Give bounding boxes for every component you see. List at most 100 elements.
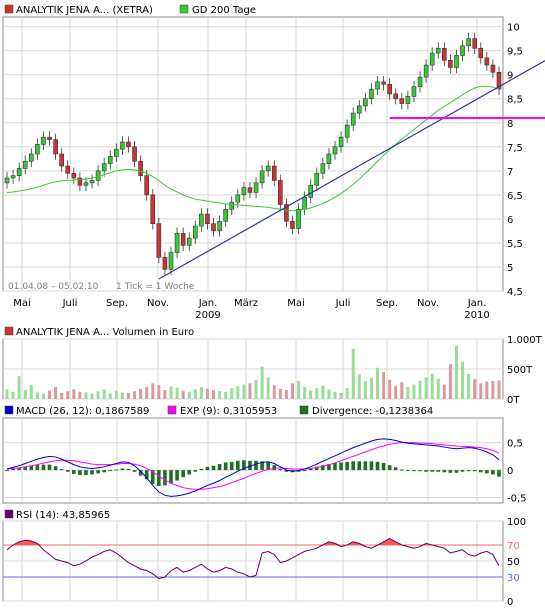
candle-body-43 [265,165,271,172]
candle-body-37 [229,201,235,210]
volume-bar-11 [72,389,76,399]
candle-body-10 [65,165,71,174]
divergence-bar-73 [448,470,453,473]
volume-bar-19 [120,392,124,399]
divergence-bar-71 [436,470,441,472]
month-label-2: Sep. [106,298,128,309]
macd-legend-label: MACD (26, 12): 0,1867589 [16,406,149,417]
sma200-line [6,85,500,212]
divergence-bar-63 [387,465,392,471]
volume-bar-6 [41,393,45,399]
divergence-bar-27 [169,470,173,484]
divergence-bar-8 [53,466,58,471]
candle-body-18 [114,148,119,157]
volume-bar-24 [151,383,155,399]
divergence-bar-6 [41,464,46,471]
candle-body-73 [448,59,453,68]
divergence-bar-38 [236,460,240,471]
volume-bar-8 [54,387,58,399]
year-label-0: 2009 [195,310,220,321]
candle-body-25 [156,223,162,258]
candle-body-36 [223,208,228,222]
divergence-bar-54 [333,462,337,471]
candle-body-20 [126,141,131,148]
divergence-bar-55 [339,462,343,471]
divergence-bar-65 [400,469,404,471]
candle-body-27 [168,252,174,270]
candle-body-78 [478,47,484,59]
volume-bar-29 [181,390,185,399]
candle-body-64 [393,93,399,100]
volume-bar-3 [23,390,27,399]
divergence-bar-79 [485,470,489,474]
divergence-bar-32 [199,469,204,471]
divergence-bar-42 [260,461,264,471]
divergence-bar-30 [187,470,192,475]
chart-text-layer: ANALYTIK JENA A... (XETRA) GD 200 Tage 0… [4,4,543,608]
volume-bar-58 [357,374,361,399]
divergence-bar-15 [96,470,100,474]
divergence-legend-label: Divergence: -0,1238364 [312,406,433,417]
divergence-legend-swatch [299,405,309,415]
candle-body-59 [363,98,368,107]
divergence-bar-49 [302,470,307,472]
divergence-bar-80 [491,470,495,475]
volume-bar-49 [303,387,307,399]
volume-bar-69 [424,377,428,399]
divergence-bar-62 [381,462,386,471]
volume-bar-50 [309,390,313,399]
candle-body-31 [192,225,198,239]
divergence-bar-26 [163,470,167,486]
divergence-bar-72 [442,470,447,473]
volume-bar-41 [254,379,258,399]
macd-line [6,438,500,497]
volume-bar-26 [163,390,167,399]
rsi-ytick-0: 0 [507,597,513,608]
volume-bar-33 [205,388,209,399]
macd-legend-swatch [4,405,14,415]
candle-body-21 [132,146,137,162]
volume-bar-80 [491,381,495,399]
candle-body-72 [442,47,447,61]
candle-body-49 [302,196,307,210]
candle-body-3 [22,160,28,169]
divergence-bar-1 [11,469,15,471]
year-label-1: 2010 [464,310,489,321]
divergence-bar-64 [393,467,398,471]
volume-bar-72 [442,384,446,399]
candle-body-48 [296,208,301,229]
macd-ytick-2: 0,5 [507,439,523,450]
volume-bar-54 [333,391,337,399]
month-label-7: Juli [335,298,351,309]
volume-bar-7 [48,390,52,399]
volume-bar-5 [35,392,39,399]
volume-bar-20 [126,393,130,399]
volume-bar-55 [339,393,343,399]
divergence-bar-19 [120,468,125,471]
month-label-3: Nov. [147,298,169,309]
volume-bar-60 [369,377,373,399]
candle-body-46 [284,204,289,222]
price-ytick-6: 7,5 [507,143,523,154]
volume-bar-71 [436,378,440,399]
volume-bar-22 [139,388,143,399]
divergence-bar-22 [138,470,143,476]
candle-body-8 [53,139,58,155]
divergence-bar-29 [181,470,185,478]
volume-bar-62 [382,372,386,399]
volume-bar-18 [114,390,118,399]
price-ytick-0: 4,5 [507,287,523,298]
volume-bar-1 [11,391,15,399]
divergence-bar-76 [466,470,471,472]
volume-bar-81 [497,380,501,399]
volume-ytick-0: 1.000T [507,335,543,346]
trendline [158,60,545,280]
month-label-10: Jan. [467,298,487,309]
candle-body-30 [186,237,192,246]
volume-bar-16 [102,389,106,399]
candle-body-45 [278,180,283,205]
candle-body-34 [211,223,216,232]
rsi-legend-label: RSI (14): 43,85965 [16,510,110,521]
candle-body-77 [472,38,478,49]
